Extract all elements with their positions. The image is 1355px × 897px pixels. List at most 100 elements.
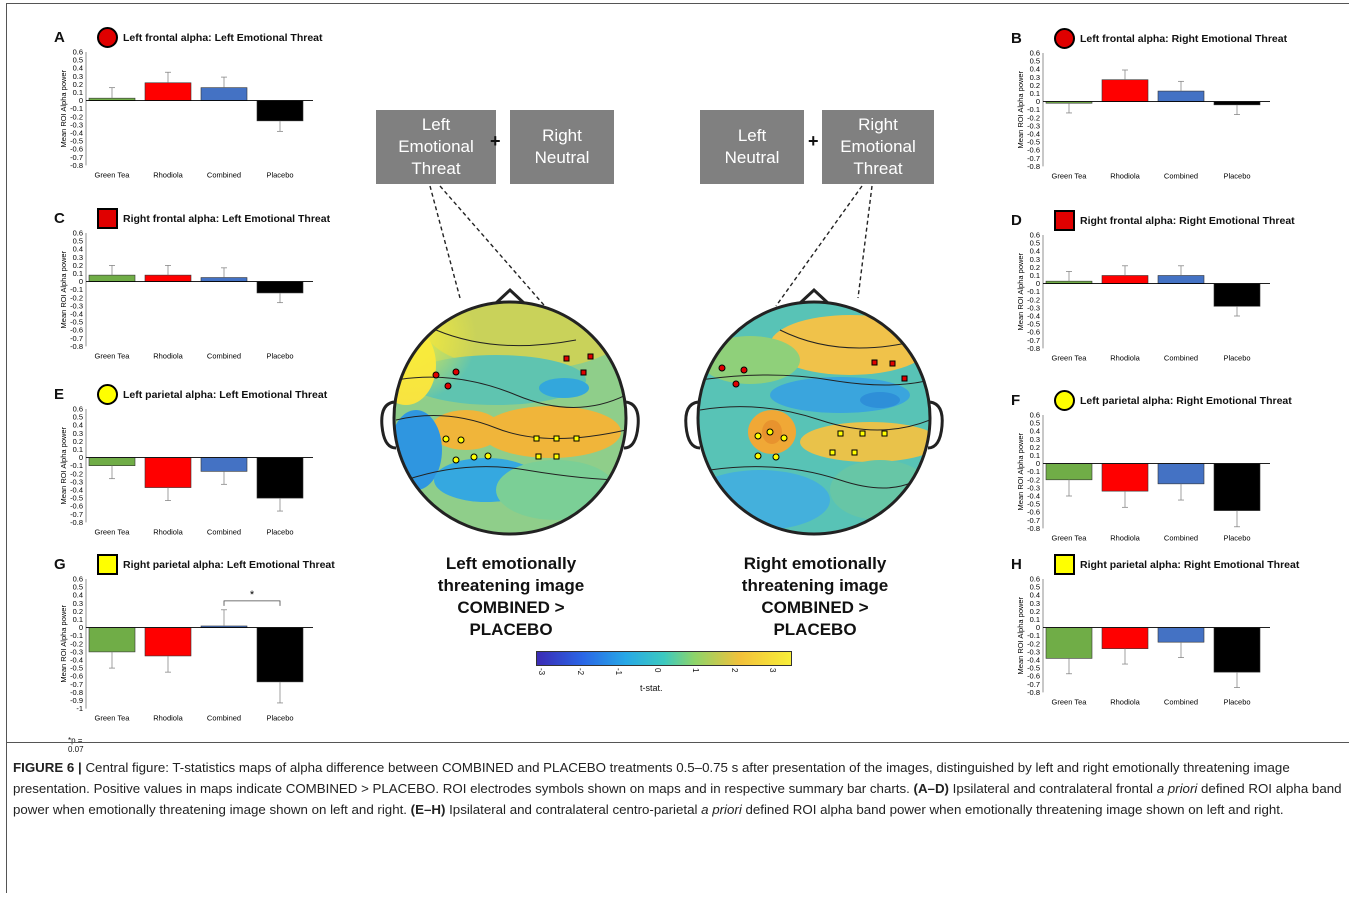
- y-tick-label: -0.7: [70, 153, 83, 162]
- colorbar-tick: 3: [768, 668, 777, 673]
- bar: [144, 274, 192, 282]
- y-tick-label: -0.4: [1027, 492, 1040, 501]
- significance-star: *: [250, 589, 255, 601]
- bar-chart: Mean ROI Alpha power0.60.50.40.30.20.10-…: [59, 405, 313, 536]
- y-axis-label: Mean ROI Alpha power: [1016, 252, 1025, 330]
- y-tick-label: 0.3: [1030, 599, 1040, 608]
- y-tick-label: -0.2: [70, 639, 83, 648]
- panel-letter: E: [54, 386, 65, 403]
- y-tick-label: 0.3: [1030, 435, 1040, 444]
- x-category-label: Placebo: [1223, 697, 1250, 706]
- y-tick-label: 0.1: [1030, 451, 1040, 460]
- y-tick-label: -0.8: [70, 688, 83, 697]
- y-tick-label: -0.6: [1027, 672, 1040, 681]
- y-tick-label: -0.5: [70, 494, 83, 503]
- y-tick-label: 0.3: [73, 72, 83, 81]
- y-tick-label: 0.5: [73, 237, 83, 246]
- bar: [200, 457, 248, 472]
- y-tick-label: -0.6: [1027, 508, 1040, 517]
- y-axis-label: Mean ROI Alpha power: [59, 69, 68, 147]
- p-value-footnote: *p = 0.07: [68, 736, 84, 754]
- y-tick-label: 0.4: [73, 591, 83, 600]
- yellow-circle-roi-marker-icon: [1054, 390, 1075, 411]
- y-tick-label: 0.5: [1030, 419, 1040, 428]
- y-tick-label: -0.6: [70, 672, 83, 681]
- x-category-label: Green Tea: [1052, 533, 1088, 542]
- y-tick-label: 0.4: [73, 421, 83, 430]
- y-tick-label: 0.1: [73, 615, 83, 624]
- bar-chart: Mean ROI Alpha power0.60.50.40.30.20.10-…: [59, 575, 313, 723]
- red-circle-roi-marker-icon: [97, 27, 118, 48]
- y-tick-label: -0.4: [70, 310, 83, 319]
- bar: [88, 274, 136, 282]
- y-tick-label: 0.5: [1030, 239, 1040, 248]
- y-tick-label: -0.8: [70, 161, 83, 170]
- y-tick-label: -0.6: [1027, 328, 1040, 337]
- figure-frame-top: [6, 3, 1349, 4]
- y-tick-label: 0.5: [1030, 57, 1040, 66]
- x-category-label: Combined: [207, 527, 241, 536]
- bar: [256, 100, 304, 122]
- y-tick-label: 0.6: [1030, 49, 1040, 58]
- x-category-label: Rhodiola: [153, 527, 183, 536]
- panel-letter: A: [54, 29, 65, 46]
- panel-title: Left frontal alpha: Left Emotional Threa…: [123, 32, 323, 44]
- y-tick-label: -0.5: [1027, 664, 1040, 673]
- y-tick-label: -0.1: [1027, 631, 1040, 640]
- y-tick-label: -0.7: [1027, 516, 1040, 525]
- roi-electrodes-left: [432, 353, 594, 464]
- y-tick-label: 0.2: [1030, 263, 1040, 272]
- panel-title: Left parietal alpha: Right Emotional Thr…: [1080, 395, 1292, 407]
- x-category-label: Combined: [1164, 697, 1198, 706]
- y-tick-label: -0.4: [1027, 130, 1040, 139]
- cond-right-neutral-box: Right Neutral: [510, 110, 614, 184]
- y-tick-label: -0.3: [70, 647, 83, 656]
- colorbar-tick: -3: [537, 668, 546, 676]
- y-tick-label: -0.3: [1027, 483, 1040, 492]
- y-tick-label: -0.4: [70, 486, 83, 495]
- cond-left-emotional-threat-box: Left Emotional Threat: [376, 110, 496, 184]
- x-category-label: Combined: [1164, 533, 1198, 542]
- caption-label-ad: (A–D): [913, 781, 949, 796]
- x-category-label: Green Tea: [95, 527, 131, 536]
- bar: [1157, 90, 1205, 102]
- bar: [1101, 463, 1149, 492]
- y-tick-label: -0.2: [1027, 295, 1040, 304]
- bar: [88, 627, 136, 653]
- panel-title: Left frontal alpha: Right Emotional Thre…: [1080, 33, 1288, 45]
- red-circle-roi-marker-icon: [1054, 28, 1075, 49]
- caption-text-5: defined ROI alpha band power when emotio…: [741, 802, 1284, 817]
- y-tick-label: -0.1: [70, 104, 83, 113]
- x-category-label: Combined: [207, 714, 241, 723]
- y-tick-label: 0.1: [73, 445, 83, 454]
- y-tick-label: -0.3: [1027, 303, 1040, 312]
- y-tick-label: -0.6: [70, 326, 83, 335]
- map-caption-right: Right emotionally threatening image COMB…: [741, 554, 889, 639]
- bar: [144, 457, 192, 488]
- panel-letter: D: [1011, 212, 1022, 229]
- y-tick-label: -0.7: [70, 680, 83, 689]
- y-tick-label: -0.8: [1027, 688, 1040, 697]
- x-category-label: Green Tea: [95, 170, 131, 179]
- y-tick-label: -0.1: [70, 285, 83, 294]
- y-tick-label: -0.2: [1027, 475, 1040, 484]
- x-category-label: Placebo: [1223, 171, 1250, 180]
- y-tick-label: 0.2: [73, 261, 83, 270]
- caption-apriori-2: a priori: [701, 802, 742, 817]
- bar: [1101, 275, 1149, 284]
- bar: [1157, 627, 1205, 643]
- y-tick-label: -0.2: [1027, 639, 1040, 648]
- y-tick-label: 0.3: [1030, 255, 1040, 264]
- y-tick-label: 0.1: [1030, 615, 1040, 624]
- y-tick-label: -0.1: [70, 631, 83, 640]
- colorbar-label: t-stat.: [640, 683, 663, 693]
- y-axis-label: Mean ROI Alpha power: [1016, 432, 1025, 510]
- y-tick-label: 0.5: [73, 583, 83, 592]
- colorbar: [536, 651, 792, 666]
- y-tick-label: -0.8: [70, 518, 83, 527]
- caption-text-1: Central figure: T-statistics maps of alp…: [13, 760, 1290, 796]
- y-tick-label: -0.5: [70, 664, 83, 673]
- caption-rule: [6, 742, 1349, 743]
- y-tick-label: 0.6: [1030, 411, 1040, 420]
- y-tick-label: -0.2: [1027, 113, 1040, 122]
